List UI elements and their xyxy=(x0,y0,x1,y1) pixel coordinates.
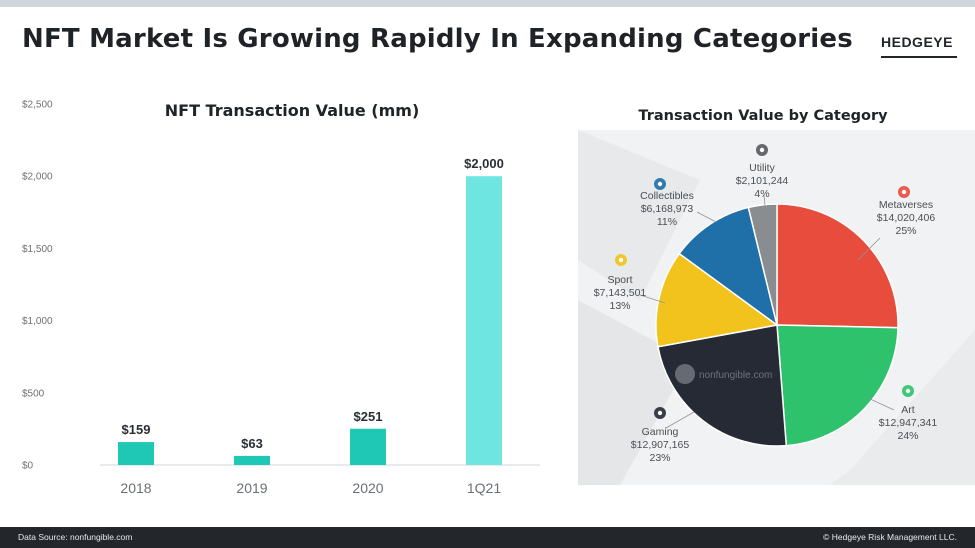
y-tick-label: $1,000 xyxy=(22,316,53,327)
pie-label-name: Sport xyxy=(607,274,632,286)
bar-chart-title: NFT Transaction Value (mm) xyxy=(165,101,420,120)
pie-label-percent: 11% xyxy=(657,216,677,228)
copyright-note: © Hedgeye Risk Management LLC. xyxy=(823,532,957,542)
charts-canvas: NFT Transaction Value (mm) $0$500$1,000$… xyxy=(22,100,975,496)
x-tick-label: 2020 xyxy=(352,480,383,496)
pie-slice-gaming xyxy=(657,324,788,447)
pie-slice-metaverses xyxy=(776,203,899,329)
collectible-icon xyxy=(654,178,666,190)
pie-label-name: Metaverses xyxy=(879,199,933,211)
pie-leader-line xyxy=(665,411,695,429)
pie-label-name: Utility xyxy=(749,162,775,174)
y-tick-label: $2,000 xyxy=(22,172,53,183)
pie-slice-art xyxy=(776,324,899,447)
y-tick-label: $2,500 xyxy=(22,100,53,111)
bar-series: $159 $63 $251 $2,000 xyxy=(118,156,504,465)
pie-leader-line xyxy=(639,294,666,304)
pie-label-percent: 25% xyxy=(895,225,916,237)
x-tick-label: 2019 xyxy=(236,480,267,496)
pie-label-name: Art xyxy=(901,404,915,416)
pie-label-percent: 13% xyxy=(609,300,630,312)
bar-value-label: $63 xyxy=(241,436,263,451)
pie-label-percent: 24% xyxy=(897,430,918,442)
y-tick-label: $1,500 xyxy=(22,244,53,255)
tools-icon xyxy=(756,144,768,156)
bar-2020 xyxy=(350,428,386,465)
pie-label-value: $2,101,244 xyxy=(736,175,789,187)
y-tick-label: $0 xyxy=(22,461,34,472)
svg-text:nonfungible.com: nonfungible.com xyxy=(699,370,772,381)
bar-y-axis: $0 $500 $1,000 $1,500 $2,000 $2,500 xyxy=(22,100,53,472)
helmet-icon xyxy=(615,254,627,266)
top-accent-bar xyxy=(0,0,975,7)
pie-chart-title: Transaction Value by Category xyxy=(638,108,888,124)
pie-background xyxy=(578,130,975,485)
pie-label-value: $12,947,341 xyxy=(879,417,938,429)
bar-value-label: $159 xyxy=(122,422,151,437)
pie-label-value: $7,143,501 xyxy=(594,287,647,299)
y-tick-label: $500 xyxy=(22,388,45,399)
x-tick-label: 1Q21 xyxy=(467,480,501,496)
pie-chart: Transaction Value by Category nonfungibl… xyxy=(594,108,938,464)
pie-label-percent: 23% xyxy=(649,452,670,464)
pie-leader-line xyxy=(857,237,881,261)
pie-label-value: $14,020,406 xyxy=(877,212,936,224)
pie-slice-collectibles xyxy=(678,206,779,327)
footer-bar: Data Source: nonfungible.com © Hedgeye R… xyxy=(0,527,975,548)
pie-slices xyxy=(655,203,899,447)
page-title: NFT Market Is Growing Rapidly In Expandi… xyxy=(22,24,853,54)
bar-x-axis: 2018 2019 2020 1Q21 xyxy=(120,480,501,496)
x-tick-label: 2018 xyxy=(120,480,151,496)
pie-label-percent: 4% xyxy=(754,188,769,200)
pie-label-name: Gaming xyxy=(642,426,679,438)
map-pin-icon xyxy=(898,186,910,198)
pie-leader-line xyxy=(763,194,766,206)
data-source-note: Data Source: nonfungible.com xyxy=(18,532,133,542)
bar-2018 xyxy=(118,442,154,465)
bar-1q21 xyxy=(466,176,502,465)
pie-watermark: nonfungible.com xyxy=(675,364,772,384)
pie-leader-line xyxy=(867,397,895,411)
pie-slice-sport xyxy=(655,252,779,348)
gamepad-icon xyxy=(654,407,666,419)
pie-label-value: $12,907,165 xyxy=(631,439,690,451)
bar-value-label: $2,000 xyxy=(464,156,504,171)
paint-palette-icon xyxy=(902,385,914,397)
bar-chart: NFT Transaction Value (mm) $0$500$1,000$… xyxy=(22,100,540,496)
hedgeye-logo: HEDGEYE xyxy=(881,34,953,50)
pie-leader-line xyxy=(696,211,717,223)
bar-2019 xyxy=(234,455,270,465)
bar-value-label: $251 xyxy=(354,409,383,424)
logo-underline xyxy=(881,56,957,58)
pie-label-name: Collectibles xyxy=(640,190,694,202)
pie-label-value: $6,168,973 xyxy=(641,203,694,215)
pie-slice-utility xyxy=(747,203,778,326)
